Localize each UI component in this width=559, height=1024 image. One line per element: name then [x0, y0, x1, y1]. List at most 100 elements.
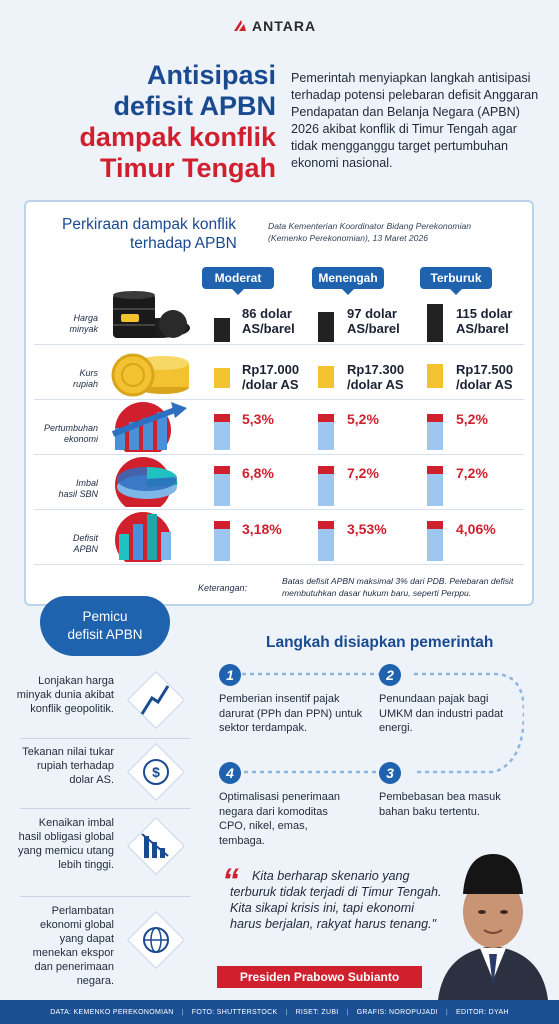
step-2-text: Penundaan pajak bagi UMKM dan industri p…	[379, 693, 504, 734]
oil-bar-terburuk	[427, 304, 443, 342]
oil-value-terburuk: 115 dolar AS/barel	[456, 306, 512, 336]
oil-terburuk-main: 115	[456, 306, 477, 321]
trigger-item-currency: Tekanan nilai tukar rupiah terhadap dola…	[22, 746, 114, 786]
oil-moderat-main: 86	[242, 306, 257, 321]
triggers-title: Pemicu defisit APBN	[40, 596, 170, 656]
label-currency-2: rupiah	[72, 379, 98, 389]
row-oil	[34, 290, 524, 345]
oil-menengah-sub: AS/barel	[347, 321, 400, 336]
steps-title: Langkah disiapkan pemerintah	[266, 634, 494, 651]
trigger-divider-2	[20, 808, 190, 809]
currency-bar-terburuk	[427, 364, 443, 388]
growth-bar-terburuk	[427, 414, 443, 450]
deficit-value-moderat: 3,18%	[242, 521, 282, 537]
trigger-item-global: Perlambatan ekonomi global yang dapat me…	[32, 905, 114, 987]
label-deficit-2: APBN	[73, 544, 98, 554]
trigger-divider-1	[20, 738, 190, 739]
currency-value-moderat: Rp17.000 /dolar AS	[242, 362, 299, 392]
yield-bar-moderat	[214, 466, 230, 506]
title-line-1: Antisipasi	[146, 60, 276, 90]
page-title: Antisipasi defisit APBN dampak konflik T…	[79, 60, 276, 184]
label-oil-2: minyak	[69, 324, 98, 334]
brand-name: ANTARA	[252, 18, 317, 34]
bar-chart-icon	[115, 512, 171, 562]
deficit-value-terburuk: 4,06%	[456, 521, 496, 537]
step-3-number: 3	[379, 762, 401, 784]
label-growth-1: Pertumbuhan	[43, 423, 98, 433]
coins-icon	[111, 353, 189, 397]
growth-value-terburuk: 5,2%	[456, 411, 488, 427]
currency-moderat-main: Rp17.000	[242, 362, 300, 377]
currency-moderat-sub: /dolar AS	[242, 377, 299, 392]
antara-mark-icon	[234, 20, 246, 31]
credit-research: RISET: ZUBI	[295, 1008, 339, 1016]
antara-logo: ANTARA	[232, 18, 316, 34]
growth-bar-moderat	[214, 414, 230, 450]
oil-bar-menengah	[318, 312, 334, 342]
impact-source-line-2: (Kemenko Perekonomian), 13 Maret 2026	[268, 233, 429, 243]
deficit-value-menengah: 3,53%	[347, 521, 387, 537]
quote-text: Kita berharap skenario yang terburuk tid…	[230, 869, 442, 931]
impact-title-line-2: terhadap APBN	[130, 235, 237, 252]
credit-data: DATA: KEMENKO PEREKONOMIAN	[50, 1008, 174, 1016]
row-growth	[34, 400, 524, 455]
credit-graphics: GRAFIS: NOROPUJADI	[356, 1008, 438, 1016]
quote-mark-icon: “	[222, 862, 239, 900]
oil-moderat-unit: dolar	[260, 306, 292, 321]
growth-value-moderat: 5,3%	[242, 411, 274, 427]
label-yield-1: Imbal	[75, 478, 98, 488]
currency-terburuk-main: Rp17.500	[456, 362, 514, 377]
globe-icon	[127, 911, 184, 969]
money-bag-icon: $	[127, 743, 184, 801]
step-3-text: Pembebasan bea masuk bahan baku tertentu…	[379, 791, 501, 818]
label-growth: Pertumbuhan ekonomi	[36, 423, 98, 445]
label-yield-2: hasil SBN	[58, 489, 98, 499]
label-growth-2: ekonomi	[63, 434, 98, 444]
step-1-text: Pemberian insentif pajak darurat (PPh da…	[219, 693, 363, 734]
yield-value-menengah: 7,2%	[347, 465, 379, 481]
title-line-4: Timur Tengah	[99, 153, 276, 183]
footer-credits: DATA: KEMENKO PEREKONOMIAN | FOTO: SHUTT…	[0, 1000, 559, 1024]
deficit-bar-moderat	[214, 521, 230, 561]
pie-chart-icon	[115, 457, 178, 507]
currency-bar-menengah	[318, 366, 334, 388]
triggers-title-line-2: defisit APBN	[67, 627, 143, 642]
oil-terburuk-sub: AS/barel	[456, 321, 509, 336]
impact-title-line-1: Perkiraan dampak konflik	[62, 216, 237, 233]
label-oil-1: Harga	[73, 313, 98, 323]
deficit-bar-menengah	[318, 521, 334, 561]
currency-menengah-sub: /dolar AS	[347, 377, 404, 392]
note-label: Keterangan:	[198, 583, 248, 593]
oil-barrel-icon	[113, 291, 190, 338]
row-currency	[34, 345, 524, 400]
steps-path	[234, 672, 524, 774]
portrait-photo	[438, 854, 548, 1000]
scenario-moderat: Moderat	[202, 267, 274, 295]
intro-text: Pemerintah menyiapkan langkah antisipasi…	[291, 71, 539, 170]
label-deficit-1: Defisit	[72, 533, 98, 543]
oil-terburuk-unit: dolar	[480, 306, 513, 321]
oil-menengah-main: 97	[347, 306, 362, 321]
trigger-item-yield: Kenaikan imbal hasil obligasi global yan…	[18, 817, 114, 871]
impact-title: Perkiraan dampak konflik terhadap APBN	[62, 215, 237, 253]
yield-value-terburuk: 7,2%	[456, 465, 488, 481]
yield-bar-menengah	[318, 466, 334, 506]
declining-chart-icon	[127, 817, 184, 875]
label-yield: Imbal hasil SBN	[36, 478, 98, 500]
currency-value-terburuk: Rp17.500 /dolar AS	[456, 362, 513, 392]
svg-text:$: $	[152, 764, 160, 780]
label-oil: Harga minyak	[36, 313, 98, 335]
note-text: Batas defisit APBN maksimal 3% dari PDB.…	[282, 576, 514, 598]
oil-value-moderat: 86 dolar AS/barel	[242, 306, 295, 336]
oil-value-menengah: 97 dolar AS/barel	[347, 306, 400, 336]
row-deficit	[34, 510, 524, 565]
label-deficit: Defisit APBN	[36, 533, 98, 555]
oil-bar-moderat	[214, 318, 230, 342]
title-line-2: defisit APBN	[113, 91, 276, 121]
deficit-bar-terburuk	[427, 521, 443, 561]
impact-source: Data Kementerian Koordinator Bidang Pere…	[268, 220, 471, 244]
currency-bar-moderat	[214, 368, 230, 388]
growth-bar-menengah	[318, 414, 334, 450]
triggers-title-line-1: Pemicu	[82, 609, 128, 624]
currency-menengah-main: Rp17.300	[347, 362, 405, 377]
